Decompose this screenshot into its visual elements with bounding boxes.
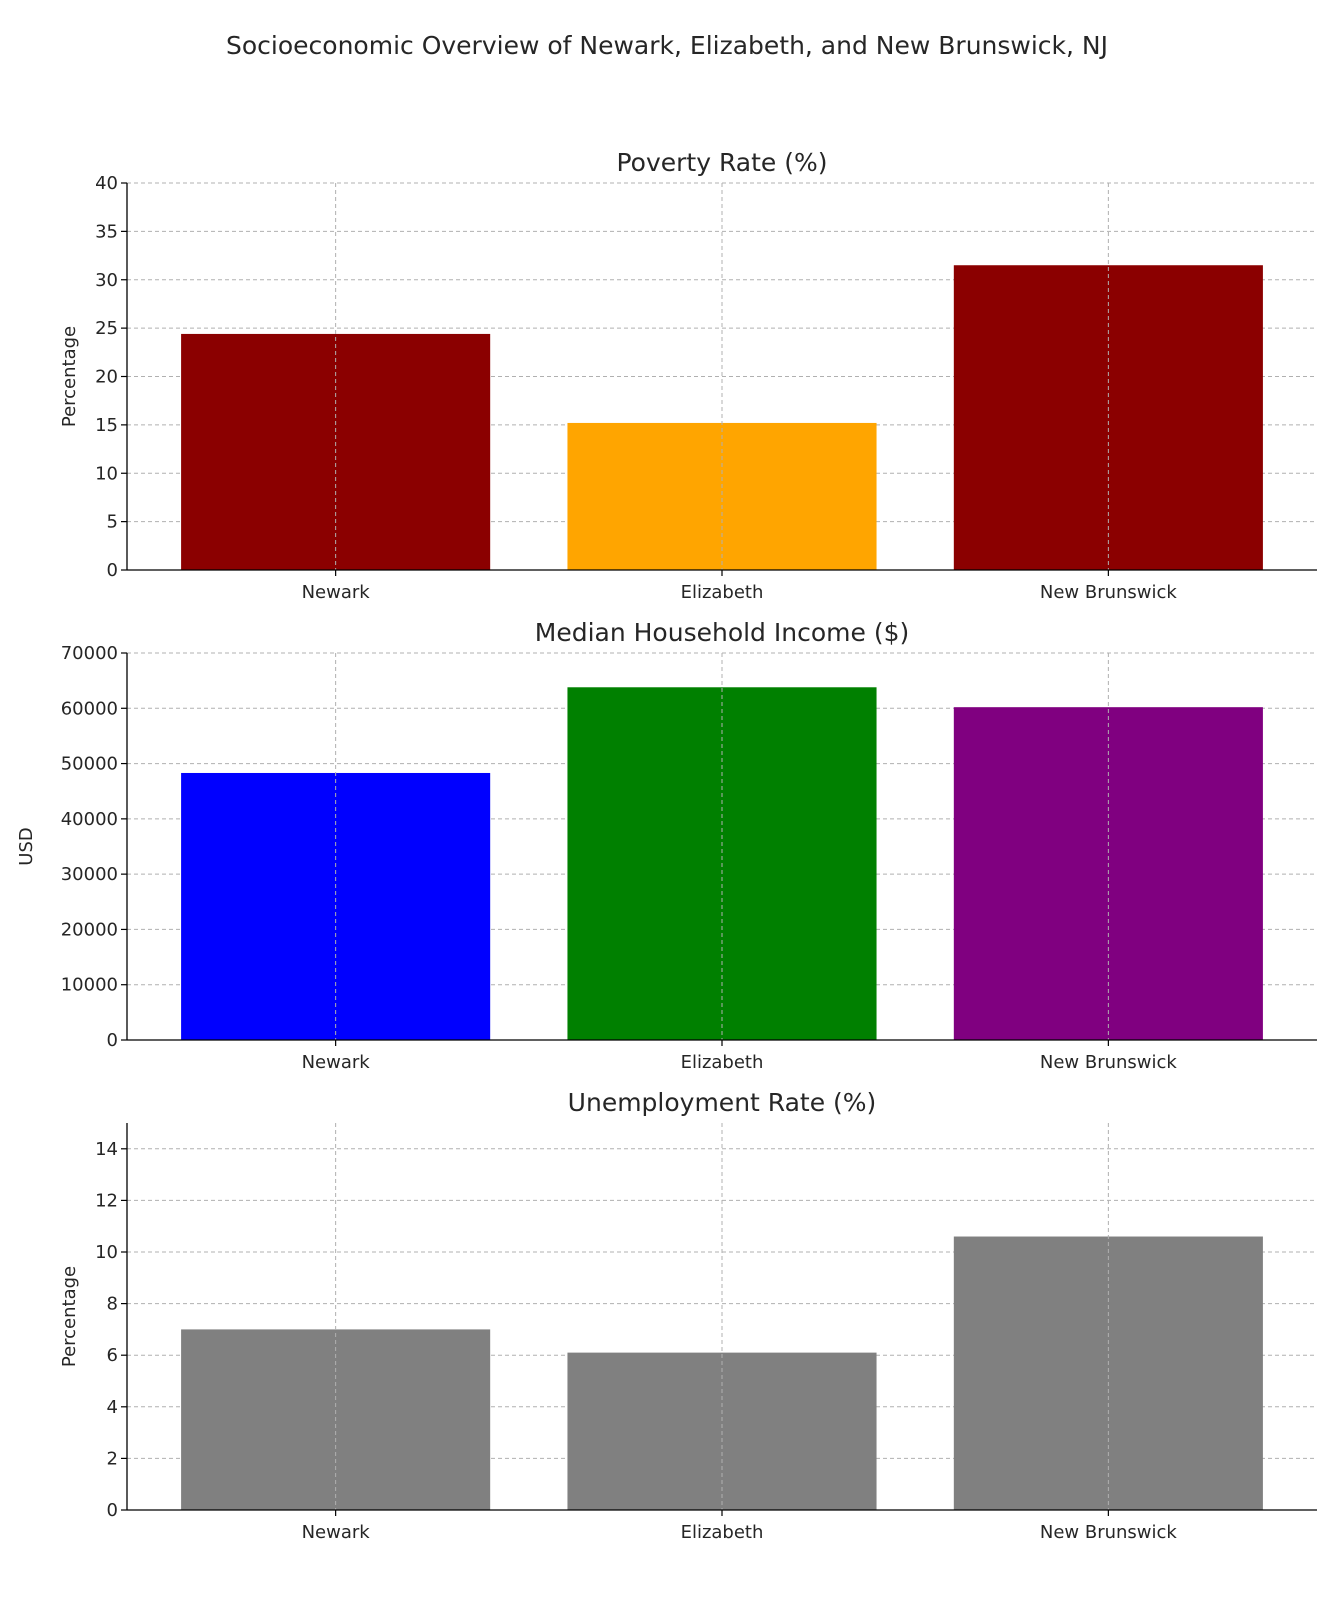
y-tick-label: 20000 (61, 919, 118, 940)
chart-panel-0: Poverty Rate (%) 0 5 10 15 20 25 30 35 40 Newark El… (59, 148, 1317, 603)
y-tick-label: 40000 (61, 809, 118, 830)
y-tick-label: 15 (95, 415, 118, 436)
y-tick-label: 10 (95, 463, 118, 484)
y-tick-label: 20 (95, 367, 118, 388)
y-tick-label: 40 (95, 173, 118, 194)
chart-title: Unemployment Rate (%) (568, 1088, 877, 1117)
y-tick-label: 30000 (61, 864, 118, 885)
y-tick-label: 12 (95, 1190, 118, 1211)
y-tick-label: 5 (107, 512, 118, 533)
y-tick-label: 2 (107, 1448, 118, 1469)
y-tick-label: 0 (107, 1030, 118, 1051)
y-tick-label: 30 (95, 270, 118, 291)
y-tick-label: 6 (107, 1345, 118, 1366)
y-tick-label: 4 (107, 1397, 118, 1418)
y-tick-label: 0 (107, 1500, 118, 1521)
figure-title: Socioeconomic Overview of Newark, Elizab… (226, 31, 1108, 60)
bar-elizabeth (567, 422, 877, 570)
x-tick-label: Elizabeth (681, 1052, 764, 1073)
y-tick-label: 50000 (61, 754, 118, 775)
x-tick-label: Newark (302, 582, 371, 603)
y-tick-label: 10 (95, 1242, 118, 1263)
y-tick-label: 60000 (61, 698, 118, 719)
y-tick-label: 8 (107, 1294, 118, 1315)
y-tick-label: 0 (107, 560, 118, 581)
y-tick-label: 14 (95, 1139, 118, 1160)
x-tick-label: New Brunswick (1040, 582, 1178, 603)
chart-panel-2: Unemployment Rate (%) 0 2 4 6 8 10 12 14 Newark El… (59, 1088, 1317, 1543)
x-tick-label: New Brunswick (1040, 1522, 1178, 1543)
y-axis-label: Percentage (59, 326, 80, 427)
y-tick-label: 70000 (61, 643, 118, 664)
y-axis-label: USD (16, 827, 37, 865)
y-axis-label: Percentage (59, 1266, 80, 1367)
y-tick-label: 25 (95, 318, 118, 339)
y-tick-label: 35 (95, 221, 118, 242)
bar-new-brunswick (953, 1236, 1263, 1510)
x-tick-label: Elizabeth (681, 582, 764, 603)
x-tick-label: New Brunswick (1040, 1052, 1178, 1073)
y-tick-label: 10000 (61, 975, 118, 996)
chart-title: Median Household Income ($) (535, 618, 909, 647)
x-tick-label: Elizabeth (681, 1522, 764, 1543)
x-tick-label: Newark (302, 1052, 371, 1073)
x-tick-label: Newark (302, 1522, 371, 1543)
chart-panel-1: Median Household Income ($) 0 10000 20000 30… (16, 618, 1317, 1073)
chart-title: Poverty Rate (%) (616, 148, 827, 177)
